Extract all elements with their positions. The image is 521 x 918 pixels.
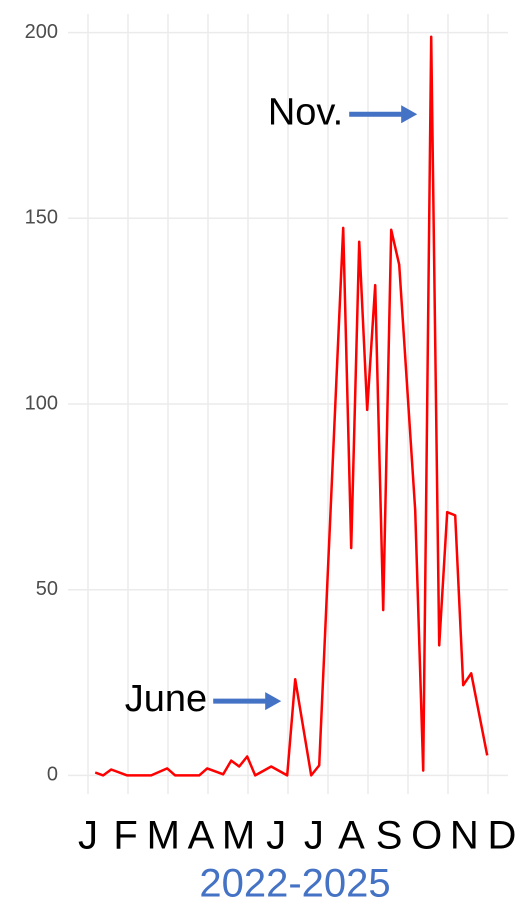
annotation-arrowhead bbox=[265, 692, 282, 711]
y-tick-label: 200 bbox=[25, 21, 58, 43]
x-axis-label: D bbox=[488, 814, 517, 858]
x-axis-label: F bbox=[113, 814, 137, 858]
data-line bbox=[94, 35, 489, 777]
y-tick-label: 150 bbox=[25, 207, 58, 229]
x-axis-label: N bbox=[450, 814, 479, 858]
x-axis-label: J bbox=[78, 814, 98, 858]
x-axis-label: J bbox=[304, 814, 324, 858]
y-tick-label: 0 bbox=[47, 764, 58, 786]
subtitle: 2022-2025 bbox=[199, 862, 390, 906]
y-tick-label: 50 bbox=[36, 578, 58, 600]
x-axis-label: O bbox=[411, 814, 442, 858]
x-axis-label: M bbox=[222, 814, 255, 858]
annotation: June bbox=[125, 678, 207, 720]
annotation: Nov. bbox=[268, 91, 343, 133]
x-axis-label: M bbox=[147, 814, 180, 858]
x-axis-label: A bbox=[188, 814, 215, 858]
x-axis-label: J bbox=[266, 814, 286, 858]
annotation-arrowhead bbox=[401, 105, 418, 124]
x-axis-label: S bbox=[376, 814, 403, 858]
y-tick-label: 100 bbox=[25, 392, 58, 414]
x-axis-label: A bbox=[338, 814, 365, 858]
